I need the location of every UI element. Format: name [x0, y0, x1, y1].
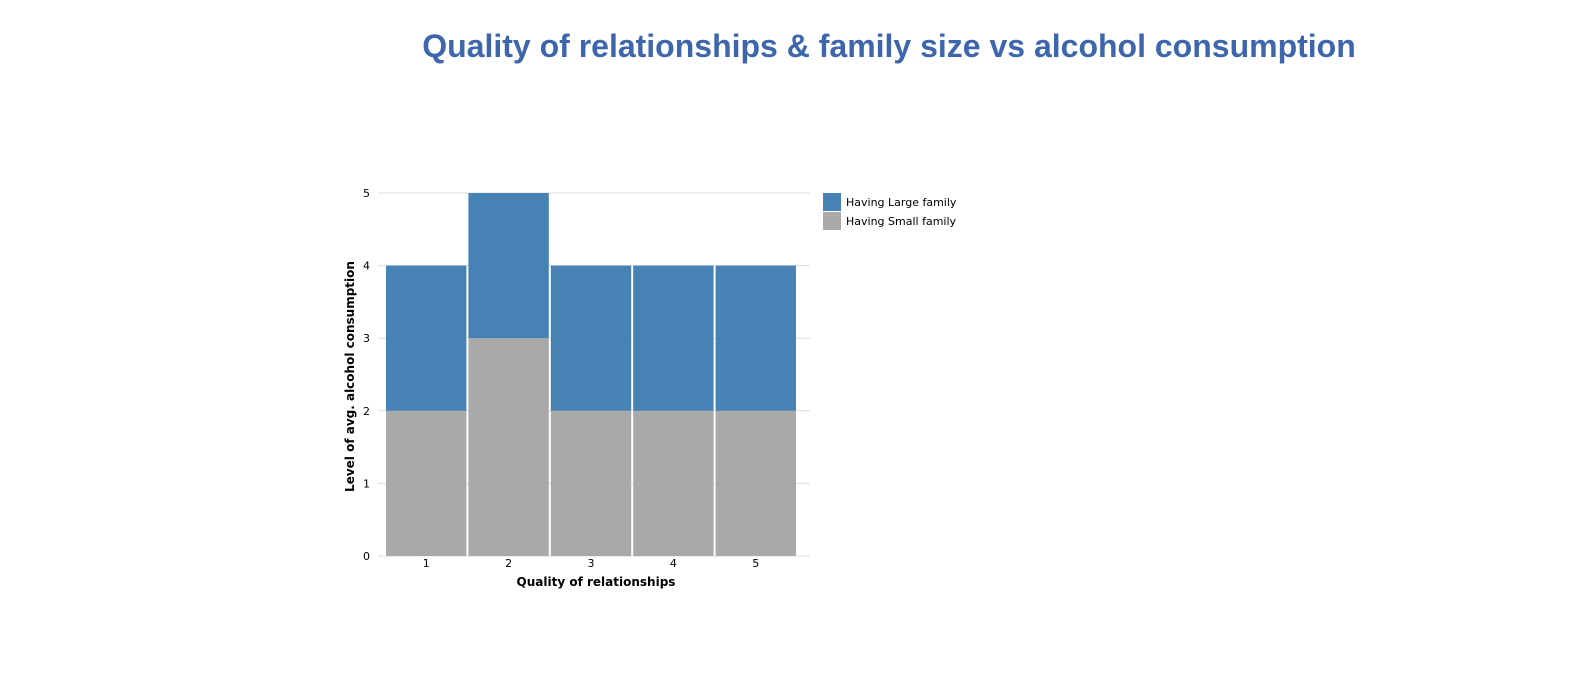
page-title: Quality of relationships & family size v…	[422, 28, 1356, 64]
x-tick-label: 2	[505, 557, 512, 570]
y-tick-label: 3	[363, 332, 370, 345]
y-tick-label: 0	[363, 550, 370, 563]
bar-segment-small-family	[468, 338, 549, 556]
legend-label: Having Large family	[846, 196, 957, 209]
legend-swatch	[823, 212, 841, 230]
x-tick-label: 5	[752, 557, 759, 570]
y-tick-label: 4	[363, 260, 370, 273]
bar-segment-large-family	[386, 265, 467, 411]
bar-segment-small-family	[386, 410, 467, 556]
x-tick-label: 1	[423, 557, 430, 570]
bar-segment-small-family	[633, 410, 714, 556]
y-tick-label: 5	[363, 187, 370, 200]
bar-segment-small-family	[715, 410, 796, 556]
x-tick-label: 4	[670, 557, 677, 570]
y-axis-title: Level of avg. alcohol consumption	[343, 261, 357, 492]
y-axis-ticks: 0 1 2 3 4 5	[363, 187, 370, 563]
bar-segment-large-family	[633, 265, 714, 411]
x-tick-label: 3	[588, 557, 595, 570]
bars	[386, 193, 796, 556]
legend-label: Having Small family	[846, 215, 957, 228]
x-axis-ticks: 1 2 3 4 5	[423, 557, 760, 570]
y-tick-label: 1	[363, 477, 370, 490]
bar-segment-large-family	[550, 265, 632, 411]
legend-swatch	[823, 193, 841, 211]
x-axis-title: Quality of relationships	[517, 575, 676, 589]
bar-segment-large-family	[715, 265, 796, 411]
y-tick-label: 2	[363, 405, 370, 418]
bar-segment-small-family	[550, 410, 632, 556]
legend: Having Large family Having Small family	[823, 193, 957, 230]
bar-segment-large-family	[468, 193, 549, 339]
